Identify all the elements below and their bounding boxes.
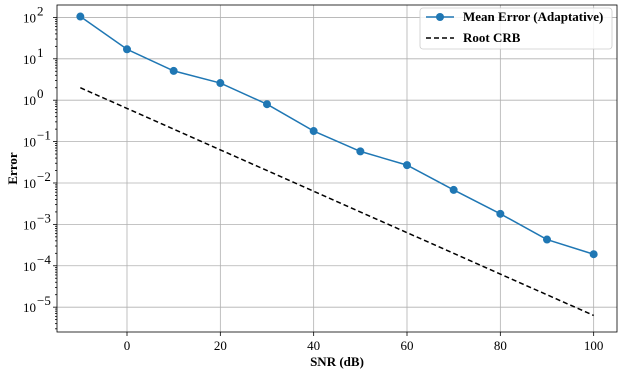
series-line-1 xyxy=(80,87,594,317)
grid xyxy=(57,5,617,332)
y-tick-exponent: −4 xyxy=(37,252,51,267)
y-tick-label: 10 xyxy=(23,135,36,150)
x-tick-label: 0 xyxy=(124,338,131,353)
y-tick-exponent: 2 xyxy=(37,3,44,18)
y-tick-label: 10 xyxy=(23,52,36,67)
y-tick-exponent: 0 xyxy=(37,86,44,101)
series-layer xyxy=(76,12,598,317)
y-axis-label: Error xyxy=(5,152,20,184)
x-tick-label: 40 xyxy=(307,338,320,353)
y-tick-label: 10 xyxy=(23,176,36,191)
data-point xyxy=(496,209,505,218)
x-tick-label: 100 xyxy=(584,338,604,353)
x-tick-label: 20 xyxy=(214,338,227,353)
data-point xyxy=(356,147,365,156)
x-tick-label: 60 xyxy=(401,338,414,353)
data-point xyxy=(76,12,85,21)
y-tick-label: 10 xyxy=(23,10,36,25)
y-tick-label: 10 xyxy=(23,217,36,232)
y-tick-exponent: −2 xyxy=(37,169,51,184)
plot-frame xyxy=(56,4,618,333)
series-line-0 xyxy=(79,15,594,255)
legend-label-root-crb: Root CRB xyxy=(463,30,521,45)
data-point xyxy=(403,161,411,170)
y-tick-exponent: −3 xyxy=(37,210,51,225)
data-point xyxy=(169,66,178,75)
legend-box xyxy=(419,7,613,50)
x-tick-label: 80 xyxy=(494,338,507,353)
legend: Mean Error (Adaptative) Root CRB xyxy=(419,7,613,50)
y-tick-label: 10 xyxy=(23,259,36,274)
x-axis-label: SNR (dB) xyxy=(310,354,364,369)
data-point xyxy=(543,235,551,244)
data-point xyxy=(589,250,598,259)
legend-label-mean-error: Mean Error (Adaptative) xyxy=(463,9,603,24)
legend-marker-mean-error xyxy=(436,13,444,21)
data-point xyxy=(216,79,225,88)
data-point xyxy=(263,100,271,109)
data-point xyxy=(309,127,318,136)
y-tick-label: 10 xyxy=(23,300,36,315)
y-tick-exponent: −1 xyxy=(37,128,51,143)
data-point xyxy=(123,45,131,54)
data-point xyxy=(449,185,458,194)
y-tick-exponent: −5 xyxy=(37,293,51,308)
y-tick-exponent: 1 xyxy=(37,45,44,60)
y-tick-label: 10 xyxy=(23,93,36,108)
